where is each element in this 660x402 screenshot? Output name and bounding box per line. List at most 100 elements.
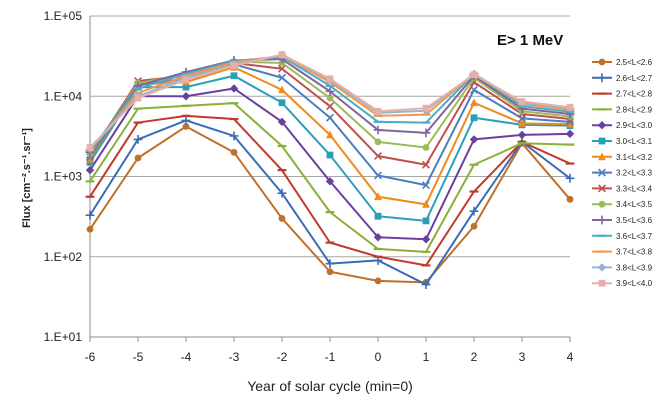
legend-label: 3.4<L<3.5 (616, 200, 653, 209)
data-point (566, 195, 574, 203)
data-point (85, 210, 95, 220)
data-point (518, 118, 526, 127)
data-point (326, 102, 334, 111)
x-tick-label: -1 (325, 350, 336, 364)
data-point (421, 280, 431, 289)
data-point (469, 206, 479, 216)
data-point (470, 71, 478, 79)
data-point (278, 99, 286, 107)
x-tick-label: 4 (567, 350, 574, 364)
data-point (597, 121, 607, 130)
y-tick-label: 1.E+02 (44, 250, 83, 264)
data-point (517, 130, 527, 140)
legend-label: 2.5<L<2.6 (616, 58, 653, 67)
y-tick-label: 1.E+01 (44, 330, 83, 344)
series-line (89, 125, 571, 284)
legend-entry: 2.8<L<2.9 (592, 105, 653, 114)
data-point (182, 76, 190, 84)
series-lines (85, 50, 575, 289)
data-point (181, 116, 191, 125)
data-point (374, 107, 382, 115)
data-point (422, 104, 430, 112)
legend-entry: 3.9<L<4.0 (592, 279, 653, 288)
legend-entry: 2.9<L<3.0 (592, 121, 653, 130)
data-point (134, 154, 142, 162)
legend-label: 3.7<L<3.8 (616, 248, 653, 257)
series-15 (86, 51, 574, 151)
data-point (85, 165, 95, 175)
legend-entry: 3.6<L<3.7 (592, 232, 653, 241)
data-point (133, 134, 143, 144)
legend-entry: 2.6<L<2.7 (592, 73, 653, 83)
legend-label: 3.2<L<3.3 (616, 169, 653, 178)
data-point (422, 217, 430, 225)
legend-label: 3.0<L<3.1 (616, 137, 653, 146)
data-point (278, 51, 286, 59)
data-point (422, 181, 430, 190)
y-tick-labels: 1.E+01 1.E+02 1.E+03 1.E+04 1.E+05 (44, 9, 83, 344)
legend-label: 2.9<L<3.0 (616, 121, 653, 130)
data-point (134, 94, 142, 102)
data-point (598, 137, 606, 145)
legend-label: 3.9<L<4.0 (616, 279, 653, 288)
legend-entry: 2.5<L<2.6 (592, 58, 653, 67)
data-point (229, 84, 239, 93)
data-point (597, 263, 607, 272)
data-point (469, 135, 479, 144)
legend-entry: 2.7<L<2.8 (592, 90, 653, 99)
data-point (230, 62, 238, 70)
y-axis-title: Flux [cm⁻².s⁻¹.sr⁻¹] (21, 128, 33, 228)
data-point (374, 192, 382, 201)
data-point (598, 58, 606, 66)
data-point (86, 144, 94, 151)
data-point (421, 128, 431, 138)
data-point (565, 173, 575, 183)
legend-label: 2.7<L<2.8 (616, 90, 653, 99)
data-point (326, 130, 334, 139)
data-point (373, 233, 383, 242)
x-tick-label: -6 (85, 350, 96, 364)
data-point (374, 277, 382, 285)
data-point (325, 86, 335, 96)
data-point (566, 103, 574, 111)
data-point (374, 138, 382, 146)
legend-label: 3.3<L<3.4 (616, 184, 653, 193)
data-point (597, 73, 607, 83)
legend-entry: 3.3<L<3.4 (592, 184, 653, 193)
data-point (230, 72, 238, 80)
data-point (86, 225, 94, 233)
data-point (373, 125, 383, 135)
y-tick-label: 1.E+04 (44, 89, 83, 103)
data-point (598, 184, 606, 193)
data-point (325, 177, 335, 186)
data-point (182, 83, 190, 91)
data-point (374, 152, 382, 160)
data-point (470, 114, 478, 122)
data-point (422, 144, 430, 151)
data-point (278, 73, 286, 82)
data-point (374, 212, 382, 220)
series-2 (85, 116, 575, 289)
data-point (277, 188, 287, 198)
data-point (470, 98, 478, 107)
x-tick-label: 0 (375, 350, 382, 364)
x-tick-label: -2 (277, 350, 288, 364)
legend-entry: 3.7<L<3.8 (592, 248, 653, 257)
data-point (86, 154, 94, 163)
legend-label: 3.1<L<3.2 (616, 153, 653, 162)
data-point (566, 119, 574, 128)
y-tick-label: 1.E+03 (44, 170, 83, 184)
x-axis-title: Year of solar cycle (min=0) (247, 378, 413, 394)
data-point (278, 64, 286, 73)
data-point (422, 199, 430, 208)
y-tick-label: 1.E+05 (44, 9, 83, 23)
axes (89, 16, 571, 342)
data-point (278, 215, 286, 222)
data-point (422, 160, 430, 169)
series-4 (85, 102, 575, 253)
data-point (325, 259, 335, 269)
legend-label: 2.8<L<2.9 (616, 105, 653, 114)
data-point (374, 171, 382, 180)
legend-entry: 3.1<L<3.2 (592, 152, 653, 162)
